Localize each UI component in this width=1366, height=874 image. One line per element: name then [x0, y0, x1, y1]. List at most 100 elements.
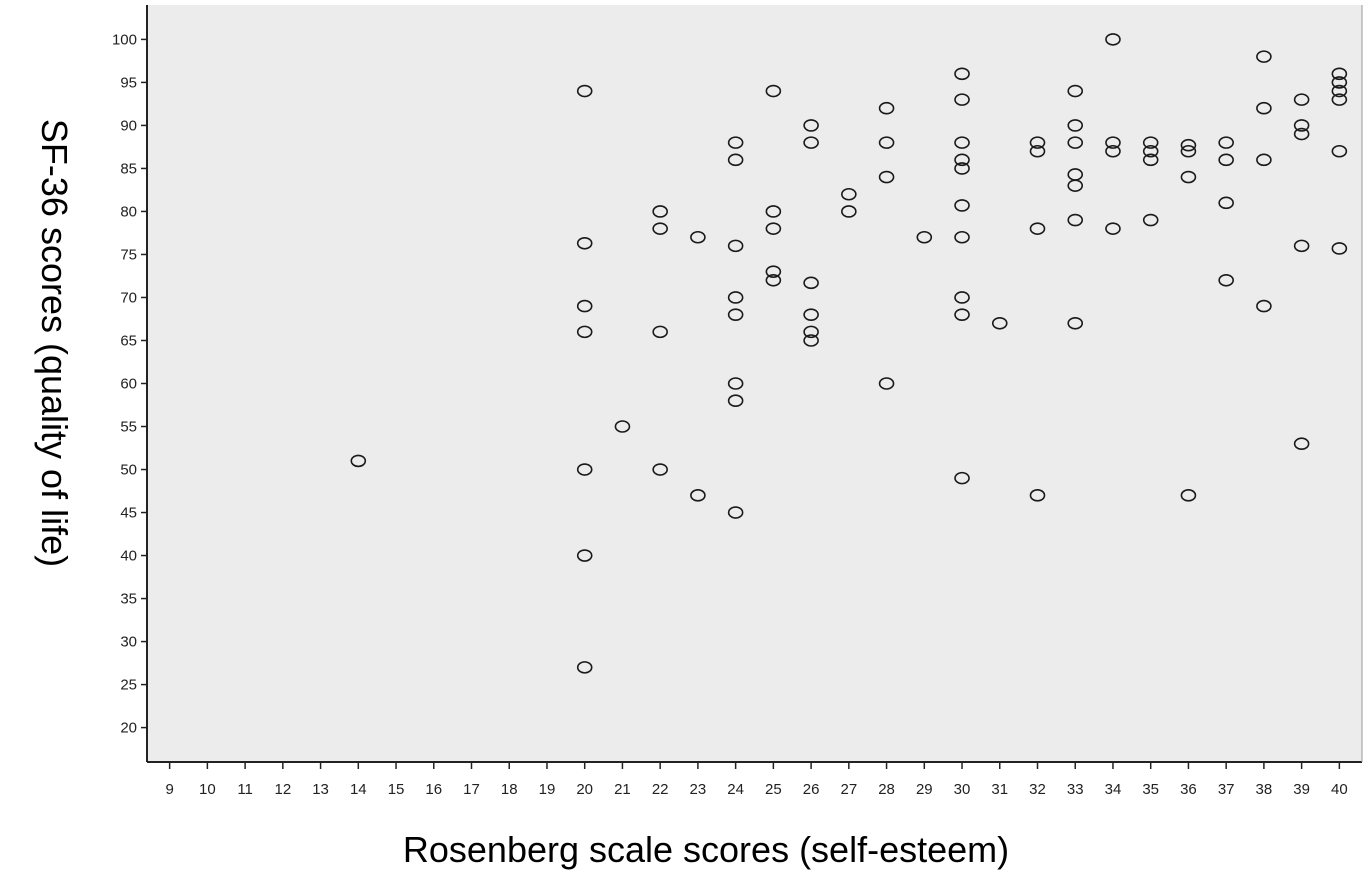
- data-point: [1256, 101, 1272, 115]
- data-point: [1029, 222, 1046, 235]
- data-point: [652, 325, 668, 339]
- data-point: [1293, 119, 1310, 132]
- data-point: [1105, 136, 1121, 149]
- data-point: [954, 67, 970, 81]
- x-tick-label: 40: [1331, 781, 1348, 798]
- data-point: [1218, 273, 1234, 287]
- data-point: [841, 187, 857, 201]
- data-point: [576, 84, 593, 98]
- x-axis-title: Rosenberg scale scores (self-esteem): [403, 829, 1009, 870]
- data-point: [1218, 196, 1234, 210]
- data-point: [727, 394, 744, 408]
- x-tick-label: 14: [350, 781, 367, 798]
- data-point: [1029, 144, 1046, 158]
- x-tick-label: 19: [539, 781, 556, 798]
- data-point: [652, 205, 668, 218]
- data-point: [576, 325, 593, 339]
- data-point: [1105, 144, 1121, 158]
- x-tick-label: 13: [312, 781, 329, 798]
- x-tick-label: 36: [1180, 781, 1197, 798]
- data-point: [803, 136, 819, 149]
- y-tick-label: 35: [120, 591, 137, 608]
- x-tick-label: 27: [840, 781, 857, 798]
- data-point: [1180, 138, 1197, 152]
- plot-area: [147, 5, 1362, 762]
- data-point: [727, 153, 744, 167]
- data-point: [1331, 93, 1348, 106]
- y-tick-label: 70: [120, 289, 137, 306]
- x-tick-label: 30: [954, 781, 971, 798]
- y-tick-label: 40: [120, 548, 137, 565]
- data-point: [954, 199, 970, 212]
- data-point: [954, 153, 970, 167]
- x-axis-ticks: 9 10 11 12 13 14 15 16 17 18 19 20 21 22 23 24 25 26 27 28 2…: [165, 762, 1348, 798]
- data-point: [576, 463, 593, 476]
- data-point: [1142, 213, 1159, 227]
- data-point: [878, 101, 895, 115]
- x-tick-label: 28: [878, 781, 895, 798]
- x-tick-label: 38: [1256, 781, 1273, 798]
- x-tick-label: 12: [274, 781, 291, 798]
- y-axis-ticks: 20 25 30 35 40 45 50 55 60 65 70 75 80 85 90 95 100: [112, 31, 147, 737]
- x-tick-label: 32: [1029, 781, 1046, 798]
- x-tick-label: 22: [652, 781, 669, 798]
- data-point: [727, 239, 744, 253]
- data-point: [576, 299, 593, 313]
- data-point: [1067, 316, 1084, 330]
- points-layer: [350, 33, 1348, 674]
- x-tick-label: 10: [199, 781, 216, 798]
- data-point: [1331, 84, 1348, 98]
- x-tick-label: 34: [1105, 781, 1122, 798]
- data-point: [727, 377, 744, 390]
- y-tick-label: 25: [120, 677, 137, 694]
- x-tick-label: 26: [803, 781, 820, 798]
- data-point: [690, 489, 706, 502]
- data-point: [1331, 76, 1348, 89]
- data-point: [954, 308, 970, 321]
- data-point: [954, 162, 970, 175]
- data-point: [1142, 153, 1159, 167]
- data-point: [954, 230, 970, 244]
- data-point: [803, 119, 819, 132]
- y-tick-label: 20: [120, 720, 137, 737]
- data-point: [954, 471, 970, 485]
- data-point: [1218, 136, 1234, 149]
- data-point: [1105, 222, 1121, 235]
- data-point: [1067, 84, 1084, 98]
- x-tick-label: 15: [388, 781, 405, 798]
- y-tick-label: 100: [112, 31, 137, 48]
- x-tick-label: 33: [1067, 781, 1084, 798]
- data-point: [1331, 144, 1348, 158]
- data-point: [1067, 119, 1084, 132]
- y-tick-label: 80: [120, 203, 137, 220]
- data-point: [878, 136, 895, 149]
- data-point: [1256, 299, 1272, 313]
- y-tick-label: 60: [120, 376, 137, 393]
- x-tick-label: 23: [690, 781, 707, 798]
- data-point: [652, 463, 668, 476]
- data-point: [350, 454, 367, 468]
- data-point: [727, 308, 744, 321]
- data-point: [727, 136, 744, 149]
- data-point: [1293, 239, 1310, 253]
- data-point: [765, 84, 782, 98]
- x-tick-label: 21: [614, 781, 631, 798]
- data-point: [690, 230, 706, 244]
- x-tick-label: 17: [463, 781, 480, 798]
- data-point: [576, 236, 593, 250]
- x-tick-label: 31: [991, 781, 1008, 798]
- data-point: [1331, 242, 1348, 255]
- data-point: [765, 265, 782, 278]
- data-point: [727, 291, 744, 304]
- x-tick-label: 29: [916, 781, 933, 798]
- x-tick-label: 18: [501, 781, 518, 798]
- data-point: [1293, 93, 1310, 106]
- x-tick-label: 20: [576, 781, 593, 798]
- y-tick-label: 65: [120, 332, 137, 349]
- data-point: [1256, 153, 1272, 167]
- x-tick-label: 9: [165, 781, 173, 798]
- data-point: [803, 334, 819, 347]
- data-point: [1067, 136, 1084, 149]
- data-point: [1180, 144, 1197, 158]
